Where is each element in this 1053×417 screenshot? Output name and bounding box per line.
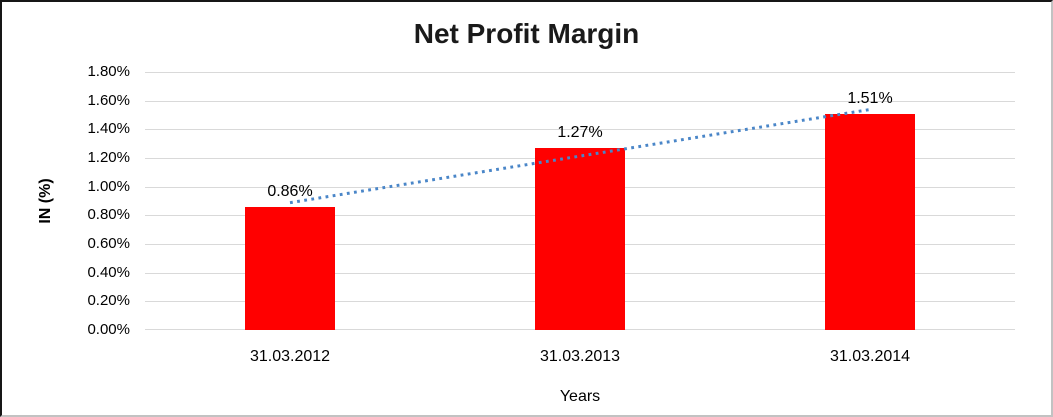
y-axis-tick-label: 0.60% bbox=[87, 235, 130, 252]
bar bbox=[245, 206, 335, 330]
gridline bbox=[145, 129, 1015, 131]
gridline bbox=[145, 100, 1015, 102]
y-axis-tick-label: 0.00% bbox=[87, 321, 130, 338]
x-axis-tick-label: 31.03.2012 bbox=[249, 348, 331, 365]
chart-title: Net Profit Margin bbox=[413, 18, 640, 49]
x-axis-tick-label: 31.03.2014 bbox=[829, 348, 911, 365]
bar-data-label: 1.51% bbox=[847, 89, 893, 107]
bar bbox=[535, 147, 625, 330]
y-axis-tick-label: 1.20% bbox=[87, 149, 130, 166]
y-axis-tick-label: 0.40% bbox=[87, 263, 130, 281]
trendline bbox=[289, 108, 871, 205]
bar-data-label: 0.86% bbox=[267, 182, 313, 200]
y-axis-tick-label: 1.80% bbox=[87, 63, 130, 80]
x-axis-title: Years bbox=[559, 388, 601, 405]
y-axis-tick-label: 1.60% bbox=[87, 91, 130, 109]
gridline bbox=[145, 72, 1015, 73]
y-axis-tick-label: 1.00% bbox=[87, 177, 130, 195]
bar bbox=[825, 113, 915, 330]
y-axis-tick-label: 1.40% bbox=[87, 120, 130, 138]
y-axis-tick-label: 0.80% bbox=[87, 206, 130, 224]
x-axis-tick-label: 31.03.2013 bbox=[539, 348, 621, 365]
plot-area: 0.86% 1.27% 1.51% bbox=[145, 72, 1015, 330]
y-axis-tick-label: 0.20% bbox=[87, 292, 130, 310]
bar-data-label: 1.27% bbox=[557, 123, 603, 141]
